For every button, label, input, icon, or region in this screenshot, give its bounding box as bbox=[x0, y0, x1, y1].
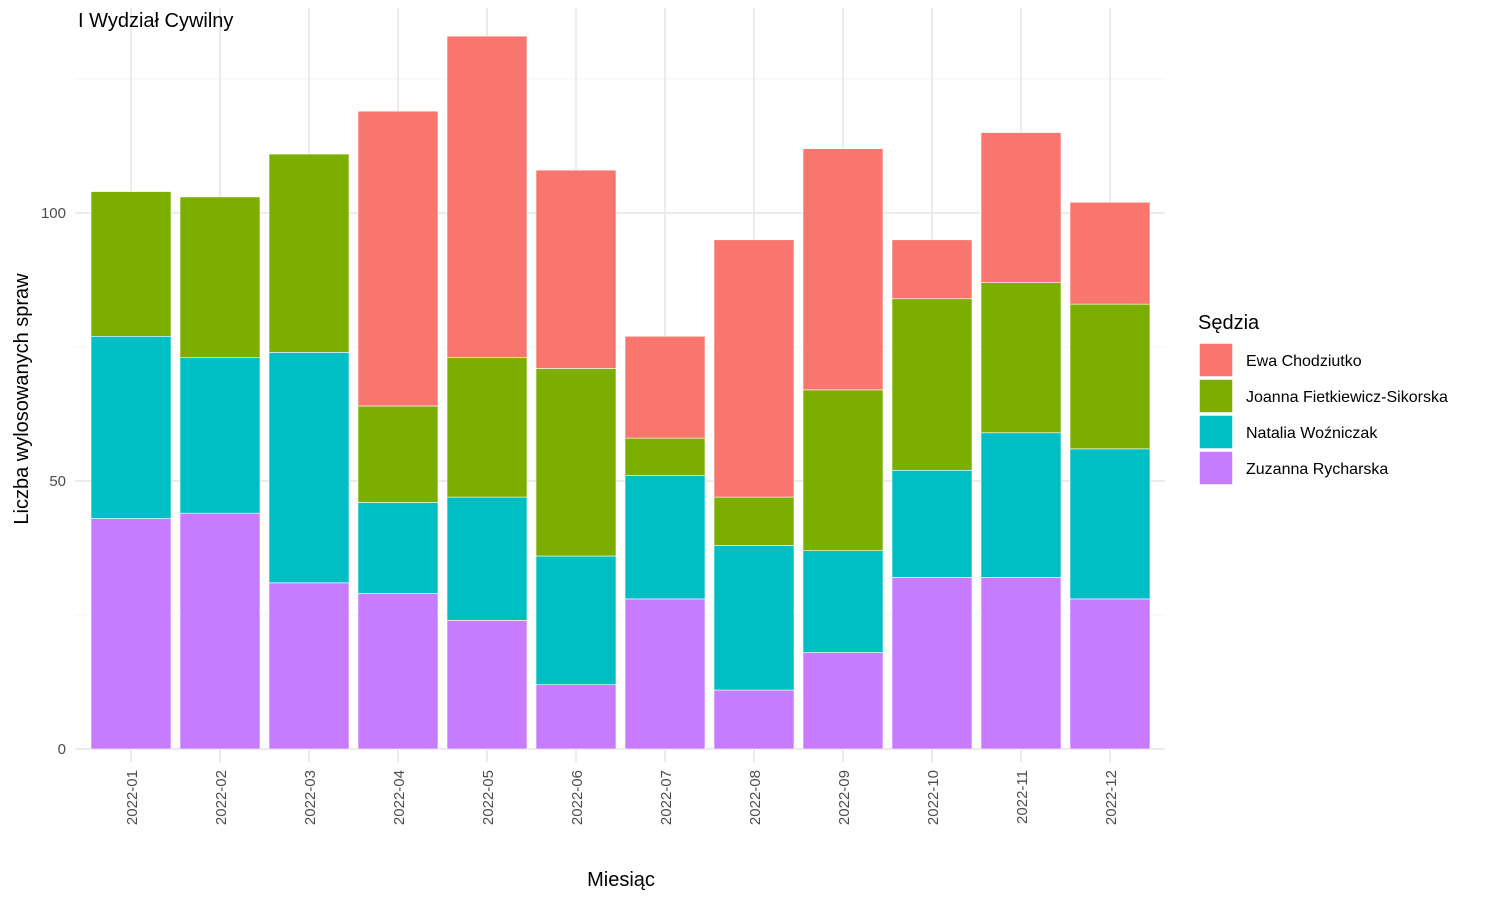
bar-segment bbox=[1069, 303, 1151, 450]
x-tick-label: 2022-01 bbox=[124, 770, 141, 825]
bar-segment bbox=[90, 191, 172, 337]
bar-segment bbox=[713, 689, 795, 750]
bar-segment bbox=[980, 282, 1062, 434]
x-axis-ticks: 2022-01 2022-02 2022-03 2022-04 2022-05 2022-… bbox=[124, 770, 1120, 825]
bar-segment bbox=[1069, 448, 1151, 600]
bar-segment bbox=[357, 110, 439, 407]
bar-segment bbox=[624, 437, 706, 476]
x-tick-label: 2022-04 bbox=[391, 770, 408, 825]
legend-label: Natalia Woźniczak bbox=[1246, 425, 1378, 442]
legend-label: Zuzanna Rycharska bbox=[1246, 461, 1388, 478]
bar-segment bbox=[980, 577, 1062, 750]
x-tick-label: 2022-10 bbox=[925, 770, 942, 825]
bar-segment bbox=[891, 239, 973, 300]
bar-segment bbox=[179, 357, 261, 514]
bar-segment bbox=[535, 169, 617, 369]
bar-segment bbox=[446, 357, 528, 498]
bar-segment bbox=[90, 335, 172, 519]
y-axis-title: Liczba wylosowanych spraw bbox=[11, 273, 33, 525]
bar-segment bbox=[179, 196, 261, 359]
bar-segment bbox=[980, 432, 1062, 578]
y-axis-ticks: 0 50 100 bbox=[41, 205, 66, 758]
bar-segment bbox=[980, 132, 1062, 283]
bar-segment bbox=[891, 298, 973, 471]
bar-segment bbox=[713, 239, 795, 498]
bar-segment bbox=[179, 512, 261, 750]
x-tick-label: 2022-05 bbox=[480, 770, 497, 825]
bar-segment bbox=[357, 593, 439, 750]
bar-segment bbox=[891, 469, 973, 578]
bar-segment bbox=[446, 620, 528, 750]
bar-segment bbox=[802, 550, 884, 653]
legend: Sędzia Ewa Chodziutko Joanna Fietkiewicz-… bbox=[1198, 312, 1448, 486]
bar-segment bbox=[446, 35, 528, 359]
bar-segment bbox=[624, 335, 706, 439]
bars bbox=[90, 35, 1151, 750]
x-tick-label: 2022-03 bbox=[302, 770, 319, 825]
x-tick-label: 2022-07 bbox=[658, 770, 675, 825]
bar-segment bbox=[891, 577, 973, 750]
y-tick-label: 50 bbox=[49, 473, 66, 490]
bar-segment bbox=[624, 475, 706, 600]
x-tick-label: 2022-06 bbox=[569, 770, 586, 825]
y-tick-label: 100 bbox=[41, 205, 66, 222]
bar-segment bbox=[535, 368, 617, 557]
bar-segment bbox=[624, 598, 706, 750]
legend-swatch bbox=[1198, 450, 1234, 486]
x-tick-label: 2022-08 bbox=[747, 770, 764, 825]
legend-swatch bbox=[1198, 378, 1234, 414]
x-tick-label: 2022-09 bbox=[836, 770, 853, 825]
legend-items: Ewa Chodziutko Joanna Fietkiewicz-Sikorsk… bbox=[1198, 342, 1448, 486]
x-tick-label: 2022-02 bbox=[213, 770, 230, 825]
legend-swatch bbox=[1198, 342, 1234, 378]
bar-segment bbox=[357, 405, 439, 503]
bar-segment bbox=[357, 502, 439, 594]
x-tick-label: 2022-12 bbox=[1103, 770, 1120, 825]
bar-segment bbox=[802, 148, 884, 391]
bar-segment bbox=[802, 652, 884, 750]
x-tick-label: 2022-11 bbox=[1014, 770, 1031, 824]
bar-segment bbox=[1069, 201, 1151, 305]
legend-label: Ewa Chodziutko bbox=[1246, 353, 1362, 370]
bar-segment bbox=[446, 496, 528, 621]
legend-swatch bbox=[1198, 414, 1234, 450]
bar-segment bbox=[535, 684, 617, 750]
bar-segment bbox=[535, 555, 617, 685]
bar-segment bbox=[713, 545, 795, 691]
legend-label: Joanna Fietkiewicz-Sikorska bbox=[1246, 389, 1448, 406]
bar-segment bbox=[268, 582, 350, 750]
y-tick-label: 0 bbox=[58, 741, 66, 758]
bar-segment bbox=[1069, 598, 1151, 750]
bar-segment bbox=[713, 496, 795, 546]
chart-title: I Wydział Cywilny bbox=[78, 10, 233, 32]
x-axis-title: Miesiąc bbox=[587, 869, 655, 891]
bar-segment bbox=[90, 518, 172, 750]
bar-segment bbox=[802, 389, 884, 551]
legend-title: Sędzia bbox=[1198, 312, 1260, 334]
bar-segment bbox=[268, 352, 350, 584]
bar-segment bbox=[268, 153, 350, 353]
